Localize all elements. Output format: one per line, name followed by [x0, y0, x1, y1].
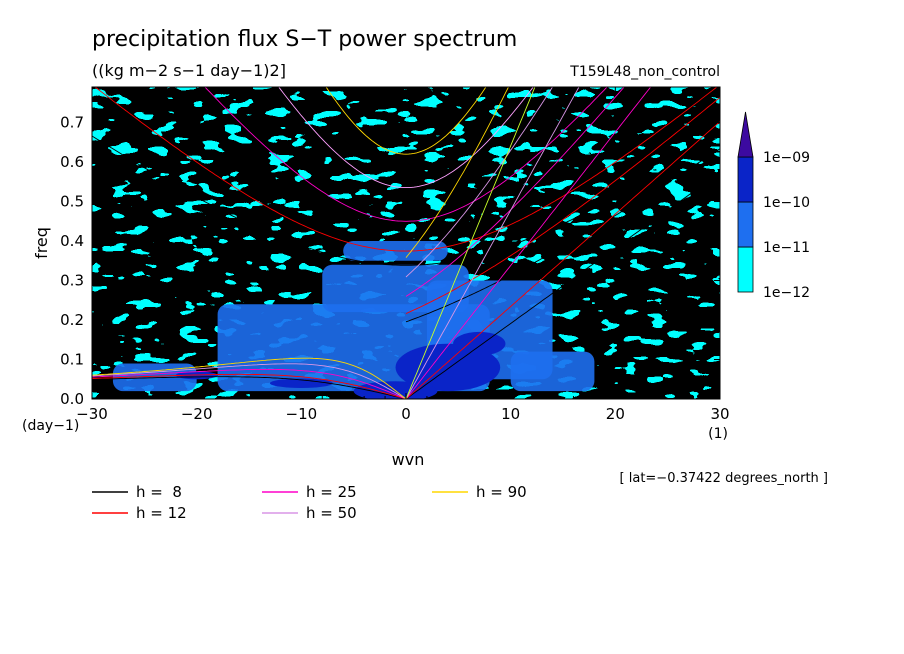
- field-region: [510, 351, 595, 392]
- chart-subtitle: ((kg m−2 s−1 day−1)2]: [92, 61, 286, 80]
- colorbar-segment: [737, 246, 754, 293]
- y-axis: 0.0 0.1 0.2 0.3 0.4 0.5 0.6 0.7: [60, 114, 720, 408]
- field-core: [453, 331, 506, 356]
- legend-label: h = 25: [306, 483, 357, 501]
- x-tick-label: 0: [401, 405, 411, 423]
- legend-label: h = 90: [476, 483, 527, 501]
- y-tick-label: 0.6: [60, 153, 84, 171]
- kelvin-curve-h8: [405, 172, 720, 399]
- rossby-curve-h12: [92, 373, 407, 399]
- y-tick-label: 0.7: [60, 114, 84, 132]
- mixed-rossby-gravity-curve-h50: [405, 87, 554, 278]
- y-tick-label: 0.0: [60, 390, 84, 408]
- colorbar: 1e−12 1e−11 1e−10 1e−09: [737, 111, 810, 301]
- inertia-gravity-curve-h90: [325, 87, 487, 155]
- y-tick-label: 0.2: [60, 311, 84, 329]
- x-axis: −30 −20 −10 0 10 20 30: [76, 87, 730, 423]
- rossby-curve-h8: [92, 376, 407, 399]
- experiment-name: T159L48_non_control: [569, 64, 720, 80]
- legend-label: h = 50: [306, 504, 357, 522]
- mixed-rossby-gravity-curve-h90: [405, 87, 510, 258]
- kelvin-curve-h25: [405, 87, 652, 399]
- x-tick-label: 20: [606, 405, 625, 423]
- rossby-curve-h25: [92, 368, 407, 399]
- x-tick-label: 30: [710, 405, 729, 423]
- kelvin-curve-h12: [405, 121, 720, 399]
- x-tick-label: −30: [76, 405, 108, 423]
- y-tick-label: 0.3: [60, 272, 84, 290]
- spectrum-field: [92, 87, 720, 399]
- inertia-gravity-curve-h12: [94, 87, 718, 252]
- y-axis-label: freq: [32, 227, 51, 259]
- colorbar-label: 1e−09: [763, 150, 810, 166]
- colorbar-segment: [737, 201, 754, 248]
- legend-label: h = 8: [136, 483, 182, 501]
- x-tick-label: −10: [286, 405, 318, 423]
- mixed-rossby-gravity-curve-h12: [405, 97, 720, 315]
- x-axis-unit: (1): [708, 426, 728, 442]
- field-level-1e-11: [92, 87, 720, 399]
- dispersion-legend: h = 8 h = 12 h = 25 h = 50 h = 90: [92, 483, 527, 522]
- mixed-rossby-gravity-curve-h25: [405, 87, 625, 297]
- colorbar-segment: [737, 156, 754, 203]
- inertia-gravity-curve-h8: [92, 135, 720, 266]
- mixed-rossby-gravity-curve-h8: [405, 148, 720, 323]
- y-tick-label: 0.1: [60, 351, 84, 369]
- rossby-curve-h90: [92, 357, 407, 399]
- inertia-gravity-curve-h50: [278, 87, 534, 189]
- kelvin-curve-h50: [405, 87, 580, 399]
- rossby-curve-h50: [92, 363, 407, 399]
- field-core: [269, 378, 333, 388]
- latitude-note: [ lat=−0.37422 degrees_north ]: [620, 471, 828, 486]
- colorbar-extend-arrow: [737, 111, 754, 158]
- x-tick-label: −20: [181, 405, 213, 423]
- colorbar-label: 1e−11: [763, 240, 810, 256]
- y-tick-label: 0.5: [60, 193, 84, 211]
- chart-title: precipitation flux S−T power spectrum: [92, 27, 517, 52]
- colorbar-label: 1e−10: [763, 195, 810, 211]
- y-tick-label: 0.4: [60, 232, 84, 250]
- colorbar-label: 1e−12: [763, 285, 810, 301]
- legend-label: h = 12: [136, 504, 187, 522]
- kelvin-curve-h90: [405, 87, 536, 399]
- dispersion-curves: [92, 87, 720, 399]
- x-axis-label: wvn: [392, 450, 425, 469]
- x-tick-label: 10: [501, 405, 520, 423]
- y-axis-unit: (day−1): [22, 418, 79, 434]
- inertia-gravity-curve-h25: [204, 87, 608, 222]
